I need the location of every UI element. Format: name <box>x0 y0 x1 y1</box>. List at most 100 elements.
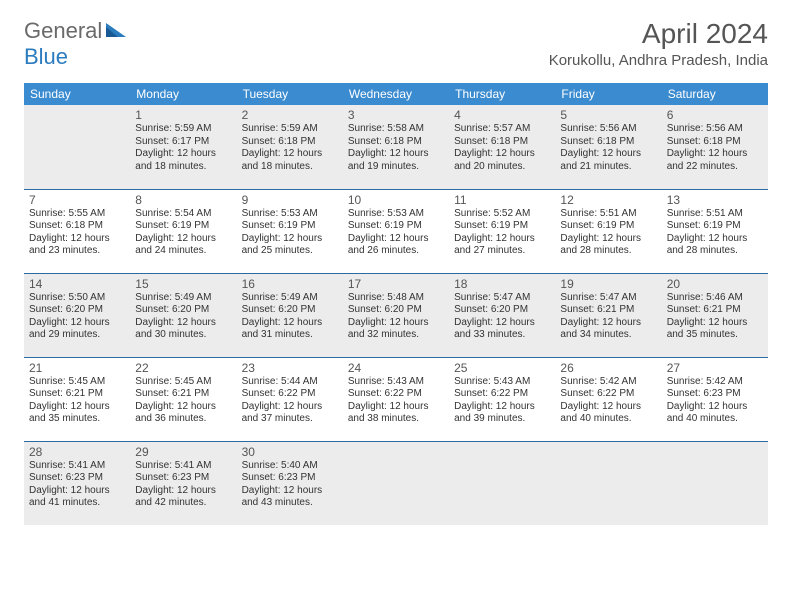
sunset-line: Sunset: 6:17 PM <box>135 136 231 149</box>
day-number: 26 <box>560 361 656 375</box>
daylight-line: Daylight: 12 hours and 40 minutes. <box>560 401 656 426</box>
sunset-line: Sunset: 6:19 PM <box>135 220 231 233</box>
daylight-line: Daylight: 12 hours and 39 minutes. <box>454 401 550 426</box>
day-cell-10: 10Sunrise: 5:53 AMSunset: 6:19 PMDayligh… <box>343 189 449 273</box>
logo-triangle-icon <box>106 21 126 42</box>
day-cell-27: 27Sunrise: 5:42 AMSunset: 6:23 PMDayligh… <box>662 357 768 441</box>
month-title: April 2024 <box>549 18 768 50</box>
sunrise-line: Sunrise: 5:59 AM <box>242 123 338 136</box>
daylight-line: Daylight: 12 hours and 42 minutes. <box>135 485 231 510</box>
daylight-line: Daylight: 12 hours and 28 minutes. <box>560 233 656 258</box>
header: General April 2024 Korukollu, Andhra Pra… <box>0 0 792 77</box>
day-cell-1: 1Sunrise: 5:59 AMSunset: 6:17 PMDaylight… <box>130 105 236 189</box>
daylight-line: Daylight: 12 hours and 31 minutes. <box>242 317 338 342</box>
sunset-line: Sunset: 6:18 PM <box>454 136 550 149</box>
empty-cell <box>24 105 130 189</box>
daylight-line: Daylight: 12 hours and 28 minutes. <box>667 233 763 258</box>
daylight-line: Daylight: 12 hours and 36 minutes. <box>135 401 231 426</box>
sunset-line: Sunset: 6:20 PM <box>242 304 338 317</box>
week-row-4: 28Sunrise: 5:41 AMSunset: 6:23 PMDayligh… <box>24 441 768 525</box>
day-number: 10 <box>348 193 444 207</box>
daylight-line: Daylight: 12 hours and 23 minutes. <box>29 233 125 258</box>
daylight-line: Daylight: 12 hours and 34 minutes. <box>560 317 656 342</box>
daylight-line: Daylight: 12 hours and 26 minutes. <box>348 233 444 258</box>
day-cell-9: 9Sunrise: 5:53 AMSunset: 6:19 PMDaylight… <box>237 189 343 273</box>
day-number: 4 <box>454 108 550 122</box>
sunset-line: Sunset: 6:21 PM <box>560 304 656 317</box>
day-cell-3: 3Sunrise: 5:58 AMSunset: 6:18 PMDaylight… <box>343 105 449 189</box>
day-cell-13: 13Sunrise: 5:51 AMSunset: 6:19 PMDayligh… <box>662 189 768 273</box>
day-cell-2: 2Sunrise: 5:59 AMSunset: 6:18 PMDaylight… <box>237 105 343 189</box>
sunrise-line: Sunrise: 5:43 AM <box>454 376 550 389</box>
sunset-line: Sunset: 6:22 PM <box>242 388 338 401</box>
daylight-line: Daylight: 12 hours and 19 minutes. <box>348 148 444 173</box>
day-number: 21 <box>29 361 125 375</box>
day-cell-30: 30Sunrise: 5:40 AMSunset: 6:23 PMDayligh… <box>237 441 343 525</box>
empty-cell <box>449 441 555 525</box>
logo-text-blue: Blue <box>24 44 68 69</box>
day-number: 29 <box>135 445 231 459</box>
day-number: 1 <box>135 108 231 122</box>
sunrise-line: Sunrise: 5:47 AM <box>560 292 656 305</box>
day-cell-18: 18Sunrise: 5:47 AMSunset: 6:20 PMDayligh… <box>449 273 555 357</box>
sunrise-line: Sunrise: 5:51 AM <box>560 208 656 221</box>
daylight-line: Daylight: 12 hours and 40 minutes. <box>667 401 763 426</box>
day-cell-19: 19Sunrise: 5:47 AMSunset: 6:21 PMDayligh… <box>555 273 661 357</box>
sunset-line: Sunset: 6:20 PM <box>29 304 125 317</box>
logo: General <box>24 18 128 44</box>
day-cell-12: 12Sunrise: 5:51 AMSunset: 6:19 PMDayligh… <box>555 189 661 273</box>
sunrise-line: Sunrise: 5:53 AM <box>348 208 444 221</box>
daylight-line: Daylight: 12 hours and 32 minutes. <box>348 317 444 342</box>
sunrise-line: Sunrise: 5:50 AM <box>29 292 125 305</box>
day-number: 12 <box>560 193 656 207</box>
daylight-line: Daylight: 12 hours and 33 minutes. <box>454 317 550 342</box>
day-cell-7: 7Sunrise: 5:55 AMSunset: 6:18 PMDaylight… <box>24 189 130 273</box>
daylight-line: Daylight: 12 hours and 35 minutes. <box>667 317 763 342</box>
day-cell-25: 25Sunrise: 5:43 AMSunset: 6:22 PMDayligh… <box>449 357 555 441</box>
weekday-tuesday: Tuesday <box>237 83 343 105</box>
location-text: Korukollu, Andhra Pradesh, India <box>549 52 768 69</box>
sunrise-line: Sunrise: 5:41 AM <box>29 460 125 473</box>
sunset-line: Sunset: 6:21 PM <box>667 304 763 317</box>
daylight-line: Daylight: 12 hours and 41 minutes. <box>29 485 125 510</box>
daylight-line: Daylight: 12 hours and 18 minutes. <box>242 148 338 173</box>
sunset-line: Sunset: 6:20 PM <box>135 304 231 317</box>
daylight-line: Daylight: 12 hours and 21 minutes. <box>560 148 656 173</box>
day-number: 6 <box>667 108 763 122</box>
sunrise-line: Sunrise: 5:49 AM <box>135 292 231 305</box>
empty-cell <box>662 441 768 525</box>
day-number: 14 <box>29 277 125 291</box>
sunset-line: Sunset: 6:19 PM <box>242 220 338 233</box>
day-cell-20: 20Sunrise: 5:46 AMSunset: 6:21 PMDayligh… <box>662 273 768 357</box>
sunset-line: Sunset: 6:19 PM <box>348 220 444 233</box>
day-number: 17 <box>348 277 444 291</box>
daylight-line: Daylight: 12 hours and 38 minutes. <box>348 401 444 426</box>
sunrise-line: Sunrise: 5:56 AM <box>560 123 656 136</box>
day-number: 22 <box>135 361 231 375</box>
sunset-line: Sunset: 6:23 PM <box>29 472 125 485</box>
title-block: April 2024 Korukollu, Andhra Pradesh, In… <box>549 18 768 69</box>
day-number: 11 <box>454 193 550 207</box>
sunrise-line: Sunrise: 5:52 AM <box>454 208 550 221</box>
sunset-line: Sunset: 6:18 PM <box>348 136 444 149</box>
daylight-line: Daylight: 12 hours and 43 minutes. <box>242 485 338 510</box>
logo-text-general: General <box>24 18 102 44</box>
day-number: 3 <box>348 108 444 122</box>
day-cell-4: 4Sunrise: 5:57 AMSunset: 6:18 PMDaylight… <box>449 105 555 189</box>
day-cell-22: 22Sunrise: 5:45 AMSunset: 6:21 PMDayligh… <box>130 357 236 441</box>
empty-cell <box>343 441 449 525</box>
weekday-thursday: Thursday <box>449 83 555 105</box>
daylight-line: Daylight: 12 hours and 27 minutes. <box>454 233 550 258</box>
day-number: 25 <box>454 361 550 375</box>
sunset-line: Sunset: 6:21 PM <box>135 388 231 401</box>
day-cell-17: 17Sunrise: 5:48 AMSunset: 6:20 PMDayligh… <box>343 273 449 357</box>
week-row-2: 14Sunrise: 5:50 AMSunset: 6:20 PMDayligh… <box>24 273 768 357</box>
sunset-line: Sunset: 6:20 PM <box>348 304 444 317</box>
day-number: 9 <box>242 193 338 207</box>
weekday-friday: Friday <box>555 83 661 105</box>
calendar-head: SundayMondayTuesdayWednesdayThursdayFrid… <box>24 83 768 105</box>
sunset-line: Sunset: 6:22 PM <box>348 388 444 401</box>
day-number: 28 <box>29 445 125 459</box>
week-row-1: 7Sunrise: 5:55 AMSunset: 6:18 PMDaylight… <box>24 189 768 273</box>
weekday-monday: Monday <box>130 83 236 105</box>
